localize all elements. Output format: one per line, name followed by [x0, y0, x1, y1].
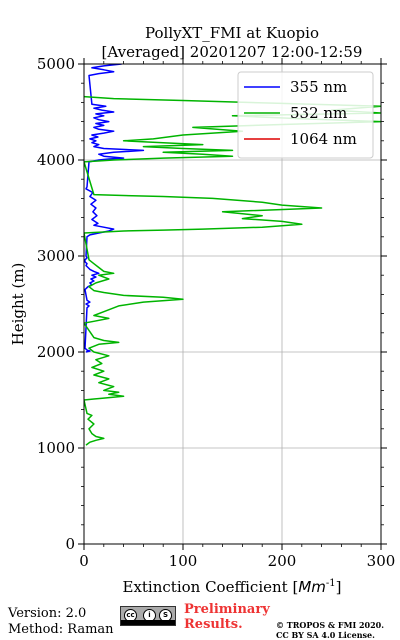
x-axis-label-unit: Mm [298, 578, 326, 596]
x-axis-label: Extinction Coefficient [Mm-1] [123, 578, 342, 596]
series-line-532-nm [84, 95, 381, 446]
chart-title: PollyXT_FMI at Kuopio [145, 24, 319, 42]
cc-badge-bar [121, 620, 175, 625]
copyright-line-1: © TROPOS & FMI 2020. [276, 620, 385, 630]
version-text: Version: 2.0 [8, 606, 87, 621]
extinction-profile-chart: PollyXT_FMI at Kuopio [Averaged] 2020120… [9, 24, 396, 596]
plot-frame [83, 63, 382, 545]
y-tick-label: 2000 [37, 343, 75, 361]
y-tick-label: 5000 [37, 55, 75, 73]
y-tick-label: 0 [65, 535, 75, 553]
method-text: Method: Raman [8, 622, 114, 637]
y-axis-label: Height (m) [9, 263, 27, 346]
series-line-355-nm [84, 64, 145, 353]
series-layer [84, 64, 381, 446]
x-tick-label: 0 [79, 552, 89, 570]
y-tick-label: 3000 [37, 247, 75, 265]
cc-license-badge-icon: cc i S [120, 606, 176, 626]
x-tick-label: 200 [268, 552, 297, 570]
x-axis-label-exponent: -1 [326, 578, 336, 589]
y-tick-label: 4000 [37, 151, 75, 169]
x-axis-label-end: ] [336, 578, 342, 596]
chart-subtitle: [Averaged] 20201207 12:00-12:59 [102, 43, 363, 61]
legend: 355 nm 532 nm 1064 nm [237, 71, 374, 159]
legend-label: 532 nm [290, 104, 347, 122]
x-axis-label-text: Extinction Coefficient [ [123, 578, 299, 596]
x-tick-label: 300 [367, 552, 396, 570]
preliminary-line-1: Preliminary [184, 602, 270, 617]
preliminary-notice: Preliminary Results. [184, 602, 270, 632]
legend-label: 1064 nm [290, 130, 357, 148]
preliminary-line-2: Results. [184, 617, 243, 632]
legend-box [237, 71, 374, 159]
copyright-line-2: CC BY SA 4.0 License. [276, 630, 375, 640]
legend-label: 355 nm [290, 78, 347, 96]
x-tick-label: 100 [169, 552, 198, 570]
copyright-notice: © TROPOS & FMI 2020. CC BY SA 4.0 Licens… [276, 620, 384, 640]
y-tick-label: 1000 [37, 439, 75, 457]
